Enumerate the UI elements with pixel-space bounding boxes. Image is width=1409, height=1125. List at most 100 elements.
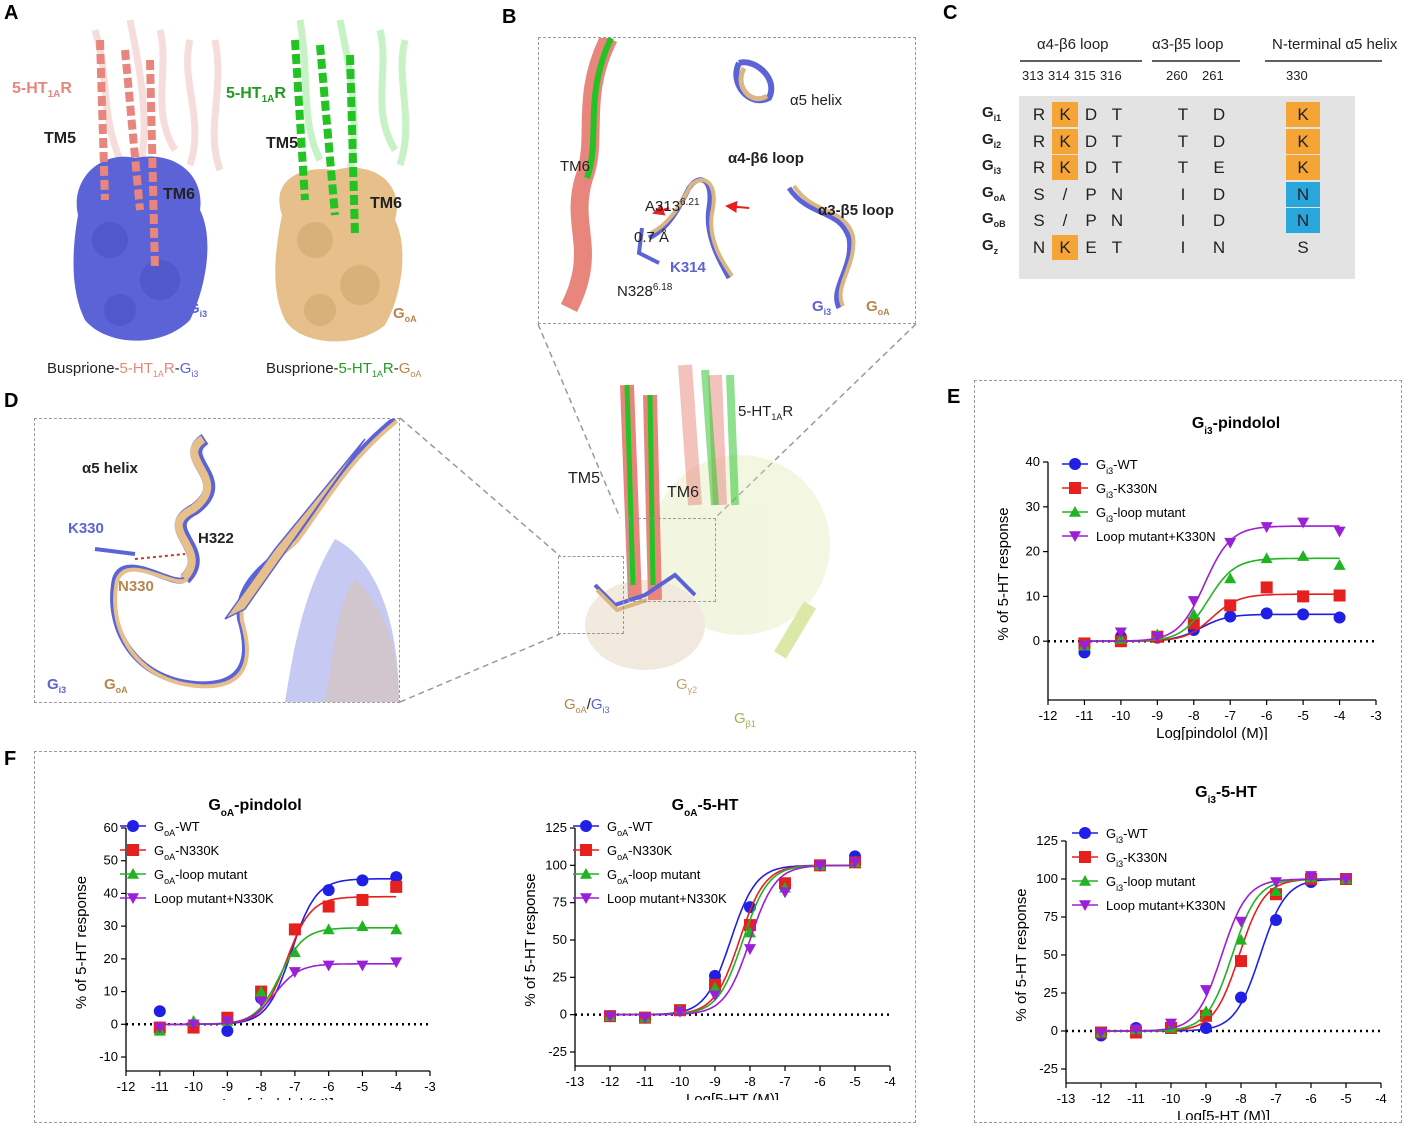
- x-tick-label: -11: [636, 1074, 654, 1089]
- data-point: [1333, 589, 1346, 602]
- c-cell: N: [1286, 181, 1320, 207]
- data-point: [849, 857, 861, 869]
- x-tick-label: -5: [1340, 1091, 1352, 1106]
- data-point: [1165, 1018, 1177, 1030]
- data-point: [1235, 955, 1247, 968]
- b-gbeta-label: Gβ1: [734, 710, 756, 729]
- c-row-label: Gi2: [982, 130, 1002, 150]
- data-point: [1069, 482, 1081, 494]
- data-point: [356, 893, 369, 906]
- x-axis-label: Log[5-HT (M)]: [1177, 1108, 1270, 1120]
- data-point: [1224, 610, 1237, 623]
- data-point: [580, 868, 592, 879]
- data-point: [1235, 991, 1247, 1004]
- x-tick-label: -13: [1057, 1091, 1076, 1106]
- b-zoom-box: [538, 37, 916, 324]
- x-tick-label: -12: [601, 1074, 620, 1089]
- b-goa-label: GoA: [866, 298, 890, 317]
- c-cell: R: [1032, 105, 1046, 124]
- panel-letter-a: A: [4, 2, 19, 24]
- c-cell: K: [1286, 102, 1320, 127]
- d-n330-label: N330: [118, 578, 154, 595]
- d-structure: [94, 419, 399, 702]
- c-cell: T: [1177, 131, 1189, 151]
- data-point: [580, 844, 592, 856]
- y-tick-label: 20: [104, 951, 118, 966]
- x-tick-label: -3: [424, 1079, 436, 1094]
- y-tick-label: 75: [553, 895, 567, 910]
- data-point: [1079, 827, 1091, 839]
- y-tick-label: 50: [1044, 947, 1058, 962]
- legend-label: Gi3-K330N: [1106, 850, 1167, 869]
- y-tick-label: 60: [104, 820, 118, 835]
- d-goa-label: GoA: [104, 676, 128, 695]
- a-left-receptor-label: 5-HT1AR: [12, 80, 72, 101]
- legend-label: Loop mutant+K330N: [1096, 529, 1216, 544]
- a-right-gprotein: GoA: [393, 305, 417, 324]
- data-point: [1095, 1027, 1107, 1039]
- c-cell: D: [1212, 105, 1226, 124]
- data-point: [390, 957, 403, 969]
- c-row-label: Gz: [982, 236, 999, 256]
- c-position-330: 330: [1286, 68, 1308, 83]
- b-gi3-label: Gi3: [812, 298, 832, 317]
- y-tick-label: 30: [104, 918, 118, 933]
- data-point: [288, 967, 301, 978]
- x-tick-label: -8: [1235, 1091, 1247, 1106]
- legend-label: Gi3-loop mutant: [1096, 505, 1186, 524]
- data-point: [1333, 611, 1346, 624]
- legend-label: GoA-loop mutant: [154, 867, 248, 886]
- chart-e-bottom: Gi3-5-HT -25 0 25 50 75 100 125 -13 -12 -11 -10 -9 -8…: [1013, 784, 1387, 1120]
- a-caption-left: Busprione-5-HT1AR-Gi3: [47, 360, 199, 379]
- panel-letter-e: E: [947, 386, 961, 408]
- y-tick-label: 75: [1044, 909, 1058, 924]
- data-point: [1079, 900, 1091, 911]
- x-tick-label: -6: [323, 1079, 335, 1094]
- x-tick-label: -7: [1270, 1091, 1282, 1106]
- legend-label: GoA-N330K: [607, 843, 673, 862]
- x-tick-label: -12: [1039, 708, 1058, 723]
- y-tick-label: 50: [553, 932, 567, 947]
- x-tick-label: -7: [779, 1074, 791, 1089]
- b-n328-label: N3286.18: [617, 282, 673, 300]
- c-cell: I: [1180, 184, 1186, 204]
- c-cell: K: [1052, 102, 1078, 127]
- c-position-316: 316: [1100, 68, 1122, 83]
- chart-title: GoA-5-HT: [672, 797, 739, 819]
- data-point: [1187, 617, 1200, 630]
- e-box: [974, 380, 1402, 1123]
- c-cell: N: [1110, 184, 1124, 204]
- c-cell: T: [1111, 131, 1123, 151]
- x-tick-label: -10: [1162, 1091, 1181, 1106]
- y-tick-label: 25: [553, 969, 567, 984]
- legend-label: Loop mutant+N330K: [607, 891, 727, 906]
- x-tick-label: -5: [849, 1074, 861, 1089]
- legend-label: Gi3-WT: [1096, 457, 1138, 476]
- data-point: [1079, 875, 1091, 886]
- c-cell: E: [1085, 237, 1097, 257]
- legend-label: GoA-loop mutant: [607, 867, 701, 886]
- fit-curve: [610, 864, 855, 1016]
- data-point: [1200, 1021, 1212, 1034]
- data-point: [1305, 871, 1317, 882]
- data-point: [1200, 1005, 1212, 1017]
- legend-label: Gi3-K330N: [1096, 481, 1157, 500]
- x-tick-label: -10: [671, 1074, 690, 1089]
- x-tick-label: -6: [1261, 708, 1273, 723]
- data-point: [674, 1006, 686, 1018]
- data-point: [322, 923, 335, 935]
- x-tick-label: -4: [1375, 1091, 1387, 1106]
- c-position-260: 260: [1166, 68, 1188, 83]
- b-ggamma-label: Gγ2: [676, 676, 698, 695]
- data-point: [1270, 914, 1282, 927]
- y-tick-label: 0: [560, 1007, 567, 1022]
- d-h322-label: H322: [198, 530, 234, 547]
- c-cell: T: [1111, 237, 1123, 257]
- x-axis-label: Log[pindolol (M)]: [1156, 725, 1268, 740]
- c-cell: I: [1180, 211, 1186, 230]
- y-tick-label: 10: [104, 984, 118, 999]
- data-point: [744, 944, 756, 955]
- x-tick-label: -5: [357, 1079, 369, 1094]
- y-axis-label: % of 5-HT response: [73, 876, 90, 1009]
